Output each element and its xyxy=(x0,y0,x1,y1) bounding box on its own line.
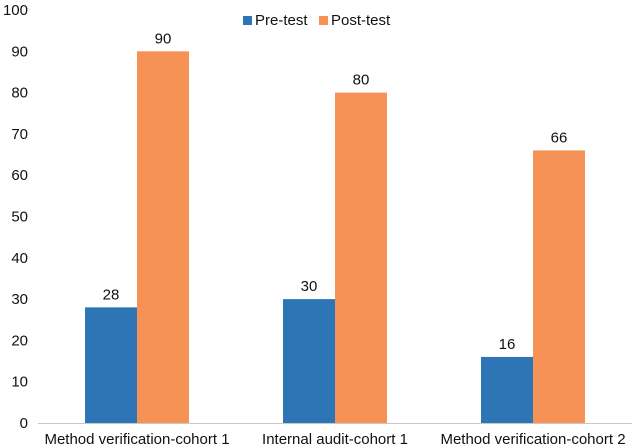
y-tick-label: 40 xyxy=(11,250,28,267)
legend-label: Post-test xyxy=(331,12,391,29)
data-label: 90 xyxy=(155,30,172,47)
y-tick-label: 100 xyxy=(3,2,28,19)
data-label: 30 xyxy=(301,278,318,295)
data-label: 66 xyxy=(551,129,568,146)
data-label: 80 xyxy=(353,72,370,89)
y-tick-label: 0 xyxy=(20,415,28,432)
y-tick-label: 20 xyxy=(11,332,28,349)
y-tick-label: 30 xyxy=(11,291,28,308)
legend-label: Pre-test xyxy=(255,12,308,29)
y-tick-label: 70 xyxy=(11,126,28,143)
bars: 28 90 30 80 16 66 xyxy=(85,30,585,424)
y-tick-label: 60 xyxy=(11,167,28,184)
y-tick-label: 80 xyxy=(11,85,28,102)
x-tick-label: Internal audit-cohort 1 xyxy=(262,431,408,446)
bar-post-test xyxy=(533,150,585,424)
y-tick-label: 90 xyxy=(11,43,28,60)
legend-swatch xyxy=(243,16,252,25)
legend-swatch xyxy=(319,16,328,25)
y-tick-label: 50 xyxy=(11,209,28,226)
bar-post-test xyxy=(137,51,189,424)
bar-pre-test xyxy=(283,299,335,423)
x-tick-label: Method verification-cohort 2 xyxy=(440,431,625,446)
bar-pre-test xyxy=(85,307,137,423)
y-axis: 0 10 20 30 40 50 60 70 80 90 100 xyxy=(3,2,28,432)
x-axis: Method verification-cohort 1 Internal aud… xyxy=(44,431,625,446)
bar-post-test xyxy=(335,92,387,423)
legend: Pre-test Post-test xyxy=(243,12,391,29)
bar-pre-test xyxy=(481,356,533,423)
y-tick-label: 10 xyxy=(11,374,28,391)
data-label: 16 xyxy=(499,336,516,353)
data-label: 28 xyxy=(103,286,120,303)
x-tick-label: Method verification-cohort 1 xyxy=(44,431,229,446)
